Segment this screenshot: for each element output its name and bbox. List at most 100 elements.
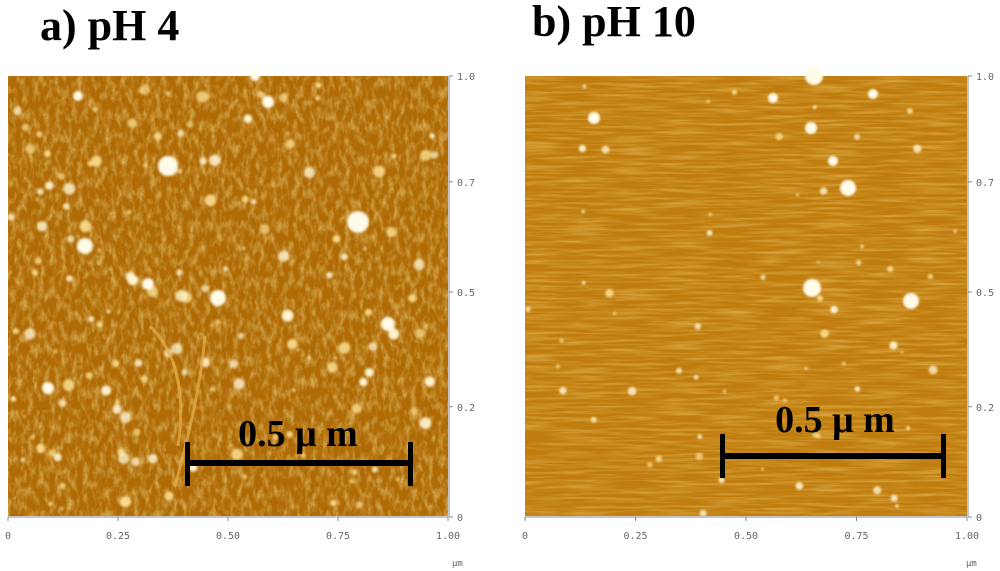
particle-large	[868, 89, 878, 99]
particle-large	[262, 96, 274, 108]
particle	[229, 359, 239, 369]
particle	[817, 295, 823, 302]
particle	[813, 105, 817, 109]
afm-image-b	[525, 67, 967, 517]
particle-large	[805, 67, 823, 85]
particle	[559, 387, 567, 395]
particle	[118, 452, 130, 464]
particle	[259, 223, 270, 235]
particle	[272, 435, 278, 440]
particle	[292, 388, 296, 392]
particle	[326, 362, 338, 373]
particle	[927, 273, 934, 280]
particle-large	[210, 290, 226, 306]
particle	[175, 289, 188, 302]
particle	[315, 82, 322, 89]
particle	[355, 501, 363, 509]
particle	[176, 269, 183, 276]
particle	[430, 151, 439, 159]
scale-bar-b-right-cap	[941, 434, 946, 478]
particle	[127, 118, 137, 128]
particle	[388, 328, 400, 340]
particle	[45, 181, 54, 190]
particle	[278, 93, 288, 103]
particle	[63, 182, 76, 195]
particle	[233, 378, 245, 390]
particle	[315, 95, 321, 101]
particle	[57, 172, 65, 180]
particle	[391, 153, 397, 159]
particle	[424, 324, 428, 328]
particle	[34, 257, 42, 265]
particle	[812, 432, 819, 438]
particle	[165, 91, 171, 96]
scale-bar-a-label: 0.5 μ m	[238, 413, 358, 455]
particle	[386, 227, 397, 238]
particle	[97, 261, 101, 265]
surface-b-roughness	[525, 76, 967, 516]
particle	[210, 386, 216, 392]
scale-bar-a-right-cap	[408, 442, 413, 486]
particle	[199, 157, 207, 165]
particle	[35, 197, 39, 201]
particle	[181, 369, 188, 375]
particle	[278, 250, 290, 262]
particle-large	[73, 91, 83, 101]
particle	[860, 244, 864, 249]
particle-large	[840, 180, 856, 196]
particle-large	[903, 293, 919, 309]
y-tick-label: 0	[457, 513, 463, 524]
particle	[820, 329, 829, 338]
particle	[196, 91, 209, 103]
y-tick-label: 0.5	[457, 288, 475, 299]
particle	[285, 139, 295, 149]
particle	[928, 365, 938, 375]
particle	[895, 504, 899, 508]
y-tick-label: 0.2	[976, 403, 994, 414]
particle	[281, 309, 294, 322]
particle	[854, 386, 861, 392]
particle	[351, 403, 362, 414]
particle	[420, 149, 432, 161]
scale-bar-a: 0.5 μ m	[185, 413, 413, 486]
particle	[368, 342, 378, 351]
particle	[410, 407, 419, 416]
particle	[25, 143, 36, 154]
particle	[59, 482, 66, 490]
axis-unit-a: µm	[452, 559, 463, 569]
particle	[333, 356, 337, 360]
y-tick-label: 0.7	[457, 178, 475, 189]
particle	[300, 452, 307, 459]
particle	[132, 428, 141, 437]
x-tick-label: 1.00	[955, 531, 979, 542]
particle	[731, 89, 737, 95]
particle	[349, 479, 354, 484]
particle	[242, 474, 248, 480]
afm-panel-b: 0.5 μ m 0 0.25 0.50 0.75 1.00 1.0 0.7 0.5 0.2 0 …	[522, 67, 994, 569]
x-tick-label: 0.50	[216, 531, 240, 542]
particle	[153, 132, 162, 141]
particle	[96, 321, 103, 328]
particle	[365, 308, 372, 316]
particle	[230, 448, 243, 461]
particle	[307, 355, 312, 360]
particle	[913, 144, 922, 153]
particle	[906, 426, 910, 430]
particle	[10, 396, 16, 402]
scale-bar-b: 0.5 μ m	[720, 399, 946, 478]
particle	[209, 154, 221, 167]
particle	[44, 150, 51, 158]
particle	[424, 376, 435, 387]
particle	[906, 107, 913, 114]
particle	[887, 265, 894, 273]
particle	[555, 364, 560, 369]
particle	[760, 274, 766, 280]
particle	[287, 338, 298, 350]
particle	[106, 309, 111, 314]
particle	[699, 509, 707, 517]
y-tick-label: 0.2	[457, 403, 475, 414]
particle	[177, 129, 185, 137]
x-tick-label: 0.75	[844, 531, 868, 542]
panel-a-title: a) pH 4	[40, 1, 180, 50]
particle	[718, 477, 725, 484]
